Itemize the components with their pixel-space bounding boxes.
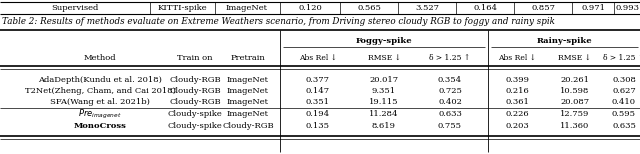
Text: ImageNet: ImageNet xyxy=(227,98,269,106)
Text: 11.284: 11.284 xyxy=(369,110,399,118)
Text: 0.993: 0.993 xyxy=(615,4,639,12)
Text: MonoCross: MonoCross xyxy=(74,122,127,130)
Text: ImageNet: ImageNet xyxy=(226,4,268,12)
Text: 0.377: 0.377 xyxy=(306,76,330,84)
Text: 20.261: 20.261 xyxy=(561,76,589,84)
Text: KITTI-spike: KITTI-spike xyxy=(157,4,207,12)
Text: Cloudy-RGB: Cloudy-RGB xyxy=(222,122,274,130)
Text: 0.216: 0.216 xyxy=(505,87,529,95)
Text: 0.725: 0.725 xyxy=(438,87,462,95)
Text: 0.857: 0.857 xyxy=(531,4,555,12)
Text: 0.135: 0.135 xyxy=(306,122,330,130)
Text: 0.120: 0.120 xyxy=(298,4,322,12)
Text: Rainy-spike: Rainy-spike xyxy=(536,37,592,45)
Text: Cloudy-RGB: Cloudy-RGB xyxy=(169,76,221,84)
Text: Supervised: Supervised xyxy=(51,4,99,12)
Text: ImageNet: ImageNet xyxy=(227,87,269,95)
Text: 0.971: 0.971 xyxy=(581,4,605,12)
Text: Cloudy-RGB: Cloudy-RGB xyxy=(169,87,221,95)
Text: 0.565: 0.565 xyxy=(357,4,381,12)
Text: 20.017: 20.017 xyxy=(369,76,399,84)
Text: 0.203: 0.203 xyxy=(505,122,529,130)
Text: 0.226: 0.226 xyxy=(505,110,529,118)
Text: AdaDepth(Kundu et al. 2018): AdaDepth(Kundu et al. 2018) xyxy=(38,76,162,84)
Text: 3.527: 3.527 xyxy=(415,4,439,12)
Text: ImageNet: ImageNet xyxy=(227,110,269,118)
Text: 0.627: 0.627 xyxy=(612,87,636,95)
Text: 20.087: 20.087 xyxy=(561,98,589,106)
Text: RMSE ↓: RMSE ↓ xyxy=(559,54,591,62)
Text: SFA(Wang et al. 2021b): SFA(Wang et al. 2021b) xyxy=(50,98,150,106)
Text: $Pre_{imagenet}$: $Pre_{imagenet}$ xyxy=(78,107,122,121)
Text: Train on: Train on xyxy=(177,54,212,62)
Text: 0.410: 0.410 xyxy=(612,98,636,106)
Text: Cloudy-spike: Cloudy-spike xyxy=(168,122,222,130)
Text: Pretrain: Pretrain xyxy=(230,54,266,62)
Text: 0.635: 0.635 xyxy=(612,122,636,130)
Text: 9.351: 9.351 xyxy=(372,87,396,95)
Text: Table 2: Results of methods evaluate on Extreme Weathers scenario, from Driving : Table 2: Results of methods evaluate on … xyxy=(2,16,555,26)
Text: 0.361: 0.361 xyxy=(505,98,529,106)
Text: 19.115: 19.115 xyxy=(369,98,399,106)
Text: 0.595: 0.595 xyxy=(612,110,636,118)
Text: ImageNet: ImageNet xyxy=(227,76,269,84)
Text: T2Net(Zheng, Cham, and Cai 2018): T2Net(Zheng, Cham, and Cai 2018) xyxy=(24,87,175,95)
Text: 0.351: 0.351 xyxy=(306,98,330,106)
Text: Cloudy-RGB: Cloudy-RGB xyxy=(169,98,221,106)
Text: δ > 1.25 ↑: δ > 1.25 ↑ xyxy=(429,54,470,62)
Text: Abs Rel ↓: Abs Rel ↓ xyxy=(498,54,536,62)
Text: 0.633: 0.633 xyxy=(438,110,462,118)
Text: 0.147: 0.147 xyxy=(306,87,330,95)
Text: 0.755: 0.755 xyxy=(438,122,462,130)
Text: 0.164: 0.164 xyxy=(473,4,497,12)
Text: 8.619: 8.619 xyxy=(372,122,396,130)
Text: 10.598: 10.598 xyxy=(560,87,589,95)
Text: Method: Method xyxy=(84,54,116,62)
Text: 11.360: 11.360 xyxy=(561,122,589,130)
Text: 0.402: 0.402 xyxy=(438,98,462,106)
Text: 0.399: 0.399 xyxy=(505,76,529,84)
Text: RMSE ↓: RMSE ↓ xyxy=(367,54,401,62)
Text: 0.194: 0.194 xyxy=(306,110,330,118)
Text: Cloudy-spike: Cloudy-spike xyxy=(168,110,222,118)
Text: 0.308: 0.308 xyxy=(612,76,636,84)
Text: 12.759: 12.759 xyxy=(560,110,589,118)
Text: δ > 1.25 ↑: δ > 1.25 ↑ xyxy=(604,54,640,62)
Text: Abs Rel ↓: Abs Rel ↓ xyxy=(299,54,337,62)
Text: Foggy-spike: Foggy-spike xyxy=(356,37,412,45)
Text: 0.354: 0.354 xyxy=(438,76,462,84)
